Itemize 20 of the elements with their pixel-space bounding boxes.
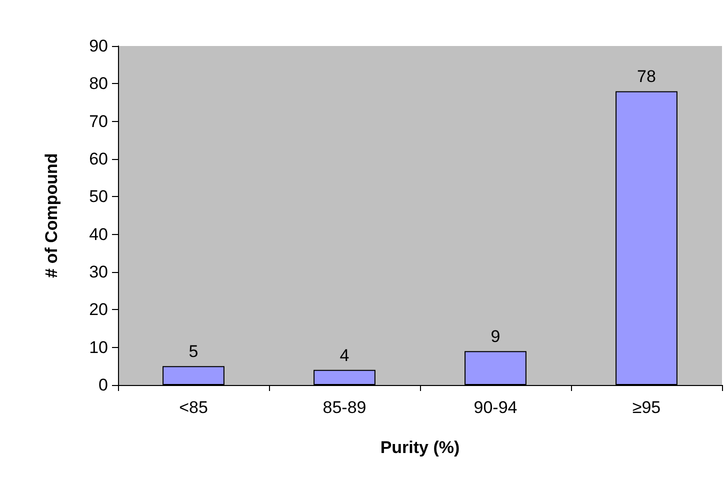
y-tick-label: 0 <box>98 376 108 394</box>
y-tick-label: 80 <box>89 74 108 94</box>
y-tick-label: 70 <box>89 112 108 131</box>
x-tick-label: 90-94 <box>474 398 518 417</box>
data-label: 9 <box>490 327 500 346</box>
data-label: 4 <box>340 346 350 365</box>
data-label: 78 <box>637 67 656 86</box>
y-tick-label: 60 <box>89 150 108 168</box>
y-tick-label: 30 <box>89 262 108 282</box>
y-axis-title: # of Compound <box>42 153 61 278</box>
x-tick-label: <85 <box>179 398 208 417</box>
y-tick-label: 90 <box>89 36 108 56</box>
y-tick-label: 20 <box>89 300 108 320</box>
x-tick-label: ≥95 <box>632 398 661 417</box>
y-tick-label: 50 <box>89 187 108 206</box>
x-tick-label: 85-89 <box>322 398 366 417</box>
y-tick-label: 10 <box>89 338 108 357</box>
y-tick-label: 40 <box>89 224 108 244</box>
data-label: 5 <box>188 342 198 362</box>
x-axis-title: Purity (%) <box>380 438 460 457</box>
